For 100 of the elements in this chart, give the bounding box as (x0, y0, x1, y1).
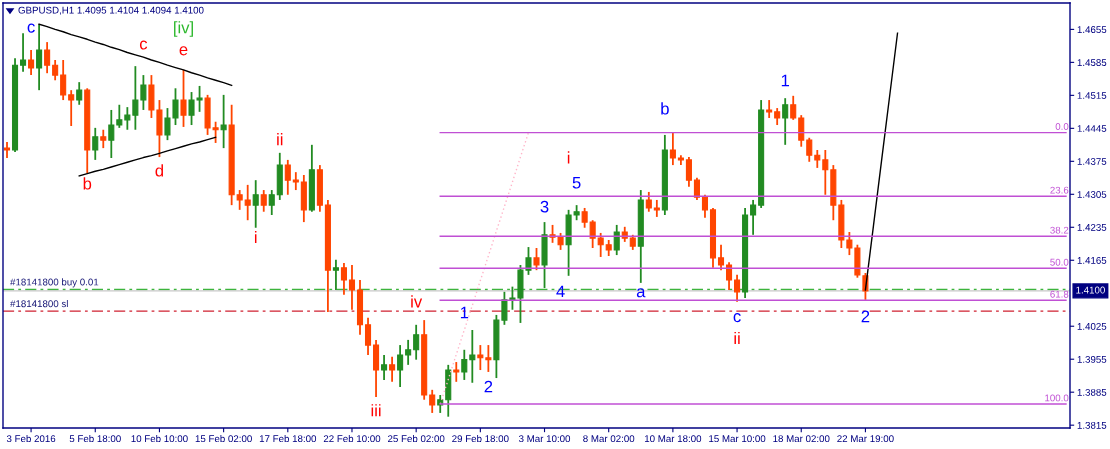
annotation: 5 (572, 176, 581, 189)
candlestick (284, 158, 291, 196)
ref-line-label: #18141800 buy 0.01 (10, 278, 99, 288)
candlestick (28, 49, 35, 76)
candlestick (180, 69, 187, 128)
candlestick (60, 59, 67, 101)
x-tick-label: 3 Mar 10:00 (518, 435, 571, 443)
y-tick-label: 1.3815 (1077, 421, 1107, 429)
annotation: c (733, 313, 741, 323)
candlestick (725, 261, 733, 291)
candlestick (766, 99, 773, 119)
y-tick-label: 1.4445 (1077, 125, 1107, 132)
annotation: iii (371, 404, 381, 417)
y-tick-label: 1.4235 (1077, 224, 1107, 231)
candlestick (717, 243, 725, 272)
chart-title: GBPUSD,H1 1.4095 1.4104 1.4094 1.4100 (18, 6, 204, 15)
annotation: e (179, 46, 188, 56)
candlestick (68, 89, 75, 127)
x-tick-label: 17 Feb 18:00 (259, 434, 317, 443)
annotation: 3 (540, 200, 549, 213)
candlestick (806, 136, 813, 163)
annotation: b (661, 102, 669, 115)
candlestick (461, 348, 468, 381)
annotation: a (636, 288, 646, 298)
x-tick-label: 10 Feb 10:00 (131, 434, 188, 443)
x-tick-label: 18 Mar 02:00 (773, 435, 830, 443)
annotation: 1 (460, 306, 469, 319)
series-label: 50.0 (1050, 258, 1069, 266)
candlestick (236, 189, 243, 211)
candlestick (581, 207, 588, 229)
candlestick (734, 273, 741, 303)
candlestick (36, 23, 43, 92)
candlestick (108, 109, 115, 159)
ref-line-label: #18141800 sl (10, 300, 68, 308)
candlestick (429, 388, 436, 414)
candlestick (260, 189, 267, 213)
candlestick (485, 344, 492, 373)
annotation: b (83, 177, 92, 190)
series-label: 23.6 (1050, 186, 1069, 194)
candlestick (52, 59, 59, 82)
annotation: c (139, 40, 148, 50)
series-label: 38.2 (1050, 226, 1069, 234)
candlestick (533, 247, 540, 272)
candlestick (413, 323, 420, 361)
candlestick (613, 224, 620, 256)
candlestick (252, 179, 259, 229)
candlestick (597, 232, 604, 258)
candlestick (124, 106, 131, 131)
annotation: ii (734, 331, 740, 345)
candlestick (381, 354, 388, 381)
annotation: iv (411, 295, 423, 308)
candlestick (76, 81, 83, 106)
candlestick (244, 183, 251, 222)
y-tick-label: 1.4585 (1077, 59, 1107, 66)
annotation: 2 (484, 380, 493, 393)
candlestick (340, 262, 348, 296)
candlestick (348, 264, 356, 311)
annotation: c (27, 23, 35, 33)
y-tick-label: 1.4515 (1077, 92, 1107, 99)
annotation: 1 (781, 74, 790, 87)
candlestick (44, 41, 51, 75)
candlestick (750, 199, 757, 236)
y-tick-label: 1.3955 (1077, 355, 1107, 363)
candlestick (389, 355, 396, 383)
candlestick (292, 171, 299, 191)
series-label: 61.8 (1050, 290, 1069, 298)
line-series (78, 136, 217, 177)
y-tick-label: 1.4655 (1077, 26, 1107, 33)
y-tick-label: 1.4375 (1077, 158, 1107, 165)
candlestick (798, 114, 805, 148)
candlestick (669, 131, 676, 166)
x-tick-label: 22 Mar 19:00 (837, 435, 894, 443)
candlestick (589, 219, 596, 249)
candlestick (220, 93, 227, 150)
candlestick (268, 189, 275, 216)
candlestick (822, 149, 829, 196)
candlestick (685, 156, 692, 188)
x-tick-label: 8 Mar 02:00 (583, 435, 635, 443)
y-tick-label: 1.3885 (1077, 388, 1107, 396)
candlestick (782, 97, 789, 146)
candlestick (116, 103, 123, 129)
x-tick-label: 15 Mar 10:00 (709, 435, 766, 443)
candlestick (469, 329, 476, 384)
candlestick (364, 316, 372, 356)
text: 1.4100 (1076, 286, 1105, 294)
y-tick-label: 1.4165 (1077, 257, 1107, 264)
y-tick-label: 1.4025 (1077, 322, 1107, 330)
annotation: 2 (861, 310, 870, 323)
y-tick-label: 1.4305 (1077, 191, 1107, 198)
series-label: 0.0 (1055, 123, 1069, 130)
x-tick-label: 10 Mar 18:00 (644, 435, 702, 443)
candlestick (653, 199, 660, 218)
candlestick (405, 338, 412, 366)
x-tick-label: 29 Feb 18:00 (452, 434, 509, 443)
x-tick-label: 3 Feb 2016 (6, 434, 56, 443)
annotation: i (254, 230, 257, 244)
x-tick-label: 25 Feb 02:00 (388, 434, 445, 443)
candlestick (92, 126, 99, 161)
candlestick (100, 128, 107, 150)
series-label: 100.0 (1045, 394, 1069, 402)
